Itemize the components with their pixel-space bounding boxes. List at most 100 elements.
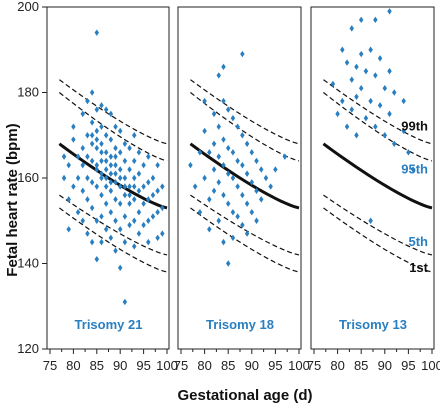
data-point — [282, 153, 288, 160]
data-point — [221, 161, 226, 169]
data-point — [117, 183, 123, 190]
data-point — [136, 230, 142, 237]
data-point — [127, 144, 132, 152]
data-point — [99, 157, 104, 165]
data-point — [103, 157, 109, 165]
data-point — [108, 161, 114, 169]
data-point — [406, 149, 411, 156]
data-point — [71, 123, 76, 130]
data-point — [113, 144, 118, 152]
data-point — [254, 187, 259, 195]
data-point — [358, 16, 364, 24]
data-point — [89, 157, 95, 165]
x-tick-label: 100 — [156, 358, 178, 373]
curve-1st — [190, 207, 300, 273]
panel-2: 75 80 85 90 95 100 Trisomy 18 — [174, 6, 310, 373]
data-point — [117, 166, 123, 173]
data-point — [94, 166, 100, 173]
data-point — [113, 153, 118, 160]
curve-5th — [323, 194, 433, 256]
data-point — [99, 170, 104, 177]
data-point — [368, 217, 373, 224]
data-point — [197, 209, 203, 216]
data-point — [155, 209, 160, 216]
data-point — [373, 72, 378, 79]
data-point — [132, 243, 137, 250]
data-point — [225, 170, 231, 177]
data-point — [349, 106, 354, 113]
data-point — [127, 191, 132, 199]
data-point — [103, 226, 109, 233]
curve-1st — [323, 207, 433, 273]
data-point — [136, 187, 142, 195]
data-point — [358, 50, 364, 58]
x-tick-label: 100 — [421, 358, 440, 373]
data-point — [113, 196, 118, 203]
data-point — [160, 204, 165, 212]
data-point — [216, 217, 221, 224]
x-tick-label: 95 — [136, 358, 150, 373]
data-point — [221, 97, 226, 105]
data-point — [94, 127, 100, 135]
curve-median — [189, 142, 300, 210]
data-point — [363, 114, 369, 122]
data-point — [127, 200, 132, 207]
data-point — [113, 170, 118, 177]
data-point — [113, 247, 118, 254]
data-point — [94, 217, 100, 224]
data-point — [99, 213, 104, 220]
data-point — [368, 46, 373, 53]
data-point — [108, 234, 114, 242]
panels-layer: 75 80 85 90 95 100 Trisomy 21 75 80 85 90 95 100 Tris… — [43, 6, 440, 373]
data-point — [202, 174, 207, 182]
data-point — [94, 29, 100, 36]
data-point — [89, 140, 95, 147]
data-point — [99, 174, 104, 182]
data-point — [117, 127, 123, 135]
data-point — [146, 196, 151, 203]
data-point — [235, 123, 240, 130]
data-point — [89, 89, 95, 96]
data-point — [136, 149, 142, 156]
data-point — [61, 174, 67, 182]
data-point — [94, 183, 100, 190]
data-point — [80, 110, 85, 118]
data-point — [188, 161, 193, 169]
data-point — [117, 200, 123, 207]
data-point — [99, 102, 104, 109]
data-point — [108, 179, 114, 186]
data-point — [335, 110, 340, 118]
data-point — [377, 102, 383, 109]
data-point — [373, 16, 378, 24]
data-point — [89, 179, 95, 186]
data-point — [113, 161, 118, 169]
data-point — [268, 183, 273, 190]
panel-frame — [310, 6, 435, 350]
data-point — [150, 174, 156, 182]
data-point — [146, 238, 151, 246]
x-tick-label: 95 — [401, 358, 415, 373]
data-point — [103, 106, 109, 113]
data-point — [66, 196, 71, 203]
data-point — [99, 123, 104, 130]
data-point — [160, 230, 165, 237]
data-point — [377, 55, 383, 62]
curve-95th — [323, 92, 433, 162]
x-tick-label: 80 — [197, 358, 211, 373]
data-point — [141, 200, 146, 207]
data-point — [221, 63, 226, 71]
data-point — [99, 149, 104, 156]
data-point — [146, 217, 151, 224]
curve-99th — [59, 79, 168, 145]
data-point — [340, 46, 345, 53]
data-point — [387, 110, 392, 118]
data-point — [211, 166, 217, 173]
data-point — [99, 238, 104, 246]
data-point — [117, 149, 123, 156]
data-point — [240, 50, 245, 58]
data-point — [80, 187, 85, 195]
data-point — [221, 191, 226, 199]
data-point — [85, 153, 90, 160]
data-point — [103, 174, 109, 182]
data-point — [225, 106, 231, 113]
